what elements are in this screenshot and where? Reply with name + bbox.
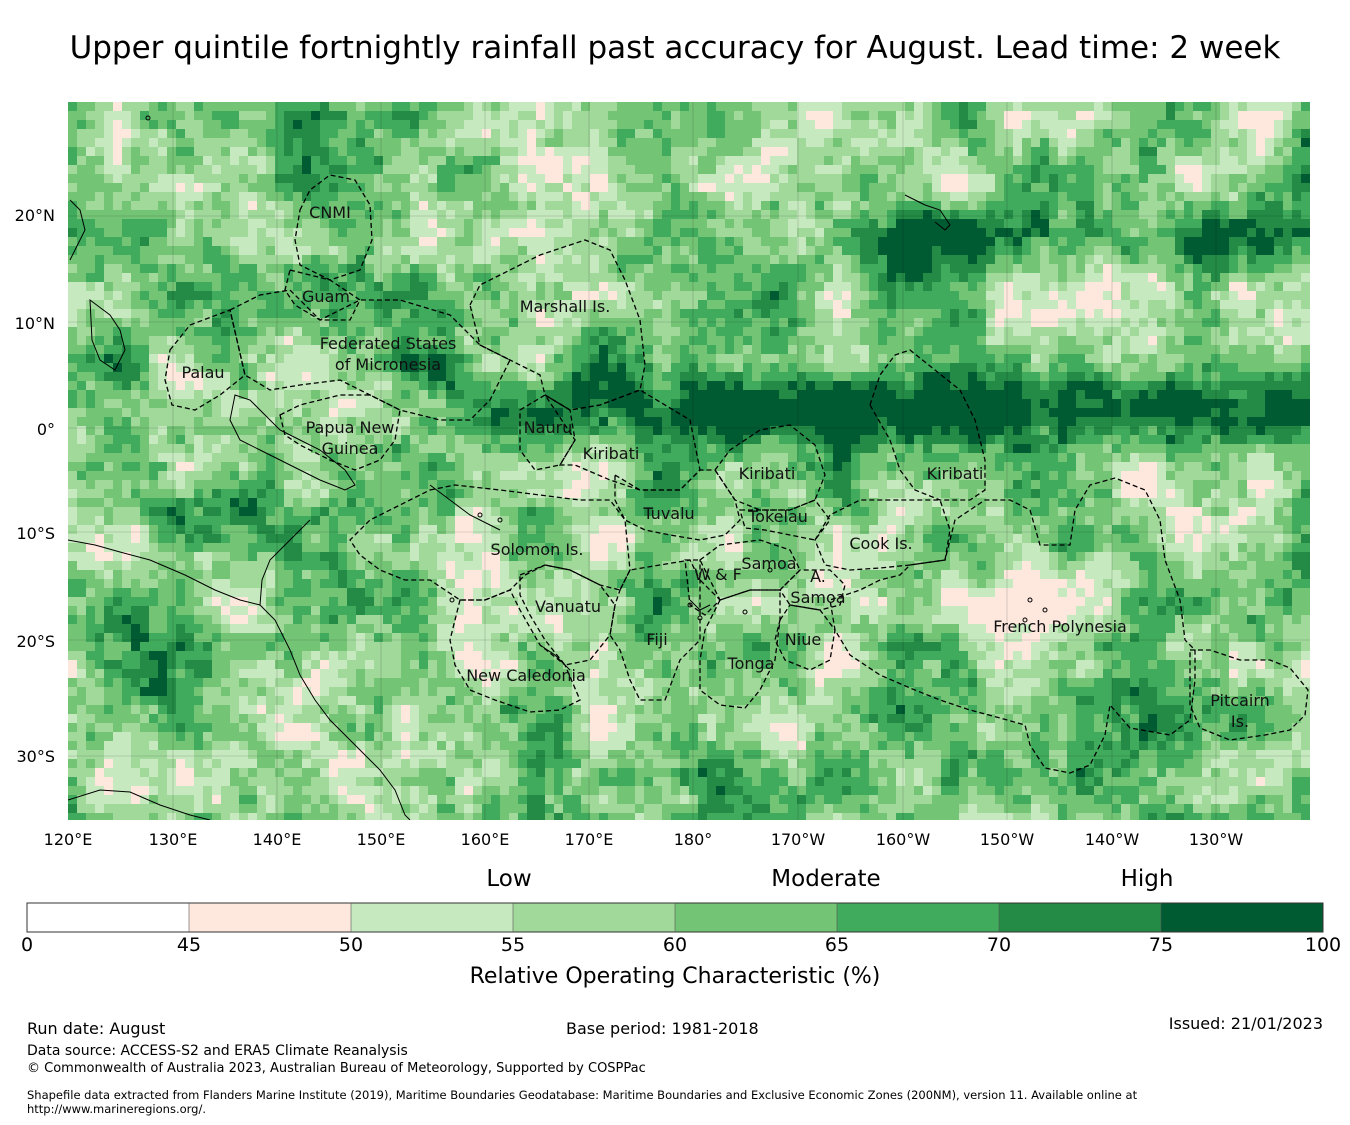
region-label: W & F [694,565,742,584]
lat-tick: 10°S [16,524,55,543]
colorbar-tick: 70 [986,934,1012,956]
colorbar-bin [999,903,1161,932]
region-label: Marshall Is. [520,297,611,316]
colorbar-label: Relative Operating Characteristic (%) [469,964,881,989]
lon-tick: 170°E [564,830,614,849]
region-label: Kiribati [739,464,796,483]
region-label: Is. [1231,712,1249,731]
colorbar-bin [189,903,351,932]
region-label: Tokelau [747,507,808,526]
region-label: Kiribati [583,444,640,463]
legend-category-moderate: Moderate [771,866,881,892]
region-label: Pitcairn [1210,691,1270,710]
colorbar-tick: 65 [824,934,850,956]
colorbar-bin [27,903,189,932]
lon-tick: 150°E [356,830,406,849]
lat-tick: 20°S [16,632,55,651]
map-title: Upper quintile fortnightly rainfall past… [69,30,1281,66]
lon-tick: 130°W [1188,830,1244,849]
colorbar-tick: 55 [500,934,526,956]
region-label: Niue [785,630,821,649]
coastlines [68,115,1048,820]
region-label: Guinea [322,439,379,458]
lon-tick: 130°E [148,830,198,849]
region-label: French Polynesia [993,617,1127,636]
region-label: Samoa [790,588,845,607]
lon-tick: 170°W [770,830,826,849]
region-label: Kiribati [927,464,984,483]
graticule [68,102,1310,820]
colorbar-bin [513,903,675,932]
region-label: of Micronesia [335,355,441,374]
region-label: Tuvalu [642,504,694,523]
issued-date: Issued: 21/01/2023 [1168,1014,1323,1033]
region-label: Fiji [646,630,667,649]
lon-tick: 160°E [460,830,510,849]
lat-tick: 20°N [14,206,55,225]
colorbar-bin [351,903,513,932]
run-date: Run date: August [27,1019,166,1038]
lon-tick: 120°E [43,830,93,849]
rainfall-accuracy-raster [68,102,1310,820]
lat-tick: 10°N [14,314,55,333]
shapefile-url: http://www.marineregions.org/. [27,1102,206,1116]
colorbar-bin [675,903,837,932]
colorbar-tick: 0 [20,934,34,956]
region-label: Papua New [306,418,395,437]
region-label: A. [810,567,826,586]
region-label: Guam [302,287,350,306]
shapefile-credit: Shapefile data extracted from Flanders M… [27,1088,1138,1102]
lon-tick: 140°E [252,830,302,849]
colorbar-bin [1161,903,1323,932]
lon-tick: 160°W [875,830,931,849]
lon-tick: 150°W [979,830,1035,849]
base-period: Base period: 1981-2018 [566,1019,759,1038]
region-label: Palau [181,363,224,382]
colorbar-tick: 100 [1304,934,1342,956]
region-label: Tonga [727,654,775,673]
region-label: CNMI [309,203,351,222]
region-label: New Caledonia [466,666,586,685]
lon-tick: 140°W [1084,830,1140,849]
colorbar-tick: 60 [662,934,688,956]
legend-category-high: High [1120,866,1174,892]
region-label: Samoa [741,554,796,573]
colorbar-tick: 75 [1148,934,1174,956]
colorbar-tick: 45 [176,934,202,956]
region-label: Nauru [524,418,573,437]
eez-boundaries [164,174,1309,774]
colorbar-bin [837,903,999,932]
region-label: Cook Is. [849,534,912,553]
lat-tick: 0° [36,420,55,439]
region-label: Vanuatu [535,597,601,616]
region-label: Solomon Is. [491,540,584,559]
colorbar-tick: 50 [338,934,364,956]
legend-category-low: Low [486,866,532,892]
lon-tick: 180° [673,830,713,849]
region-label: Federated States [320,334,457,353]
colorbar [26,902,1324,933]
lat-tick: 30°S [16,747,55,766]
data-source: Data source: ACCESS-S2 and ERA5 Climate … [27,1043,408,1059]
copyright: © Commonwealth of Australia 2023, Austra… [27,1061,646,1076]
country-labels: CNMI Guam Marshall Is. Federated States of M… [181,203,1269,731]
